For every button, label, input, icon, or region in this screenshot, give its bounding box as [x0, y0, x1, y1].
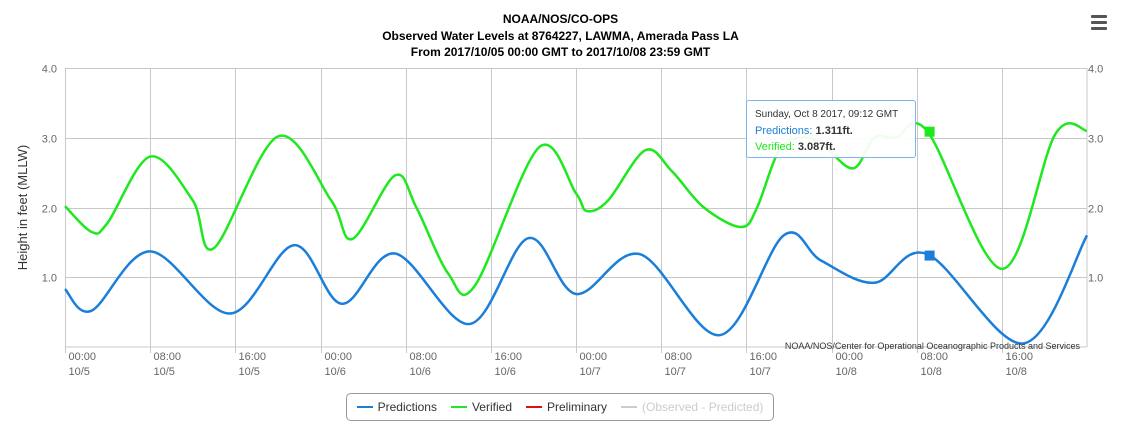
- x-tick-label-time: 00:00: [836, 351, 864, 363]
- x-tick-label-time: 00:00: [69, 351, 97, 363]
- hover-markers: [924, 126, 935, 261]
- legend-label-predictions: Predictions: [377, 400, 437, 414]
- menu-bar-icon: [1091, 15, 1107, 18]
- y-tick-label-right: 3.0: [1088, 134, 1103, 146]
- x-tick-label-date: 10/6: [325, 366, 346, 378]
- menu-bar-icon: [1091, 27, 1107, 30]
- chart-menu-button[interactable]: [1088, 12, 1110, 32]
- chart-title-line-3: From 2017/10/05 00:00 GMT to 2017/10/08 …: [410, 45, 711, 59]
- x-tick-label-time: 00:00: [325, 351, 353, 363]
- x-tick-label-date: 10/5: [239, 366, 260, 378]
- x-tick-label-time: 16:00: [495, 351, 523, 363]
- y-tick-label-right: 2.0: [1088, 204, 1103, 216]
- x-tick-label-time: 16:00: [1006, 351, 1034, 363]
- x-tick-label-date: 10/7: [665, 366, 686, 378]
- tooltip-verified-label: Verified:: [755, 141, 795, 153]
- y-tick-label-right: 4.0: [1088, 64, 1103, 76]
- x-tick-label-date: 10/8: [836, 366, 857, 378]
- series-line-predictions: [64, 231, 1089, 345]
- y-tick-label-left: 2.0: [42, 204, 57, 216]
- menu-bar-icon: [1091, 21, 1107, 24]
- x-tick-label-date: 10/7: [580, 366, 601, 378]
- x-tick-label-date: 10/7: [750, 366, 771, 378]
- hover-marker-verified: [924, 126, 935, 137]
- credit-text: NOAA/NOS/Center for Operational Oceanogr…: [785, 341, 1081, 351]
- grid-lines: [65, 68, 1088, 353]
- legend-item-preliminary[interactable]: Preliminary: [526, 400, 607, 414]
- tooltip-predictions-value: 1.311ft.: [815, 125, 853, 137]
- legend-item-verified[interactable]: Verified: [450, 400, 512, 414]
- legend-label-observed-minus-predicted: (Observed - Predicted): [642, 400, 764, 414]
- y-tick-label-left: 4.0: [42, 64, 57, 76]
- x-tick-label-time: 08:00: [154, 351, 182, 363]
- tooltip-header: Sunday, Oct 8 2017, 09:12 GMT: [755, 109, 899, 120]
- legend-swatch-observed-minus-predicted: [621, 406, 638, 408]
- x-tick-label-time: 08:00: [665, 351, 693, 363]
- hover-tooltip: Sunday, Oct 8 2017, 09:12 GMT Prediction…: [746, 100, 916, 158]
- legend-label-preliminary: Preliminary: [547, 400, 608, 414]
- y-tick-label-left: 3.0: [42, 134, 57, 146]
- legend-label-verified: Verified: [471, 400, 512, 414]
- x-tick-label-time: 00:00: [580, 351, 608, 363]
- chart-legend: Predictions Verified Preliminary (Observ…: [346, 393, 774, 421]
- legend-swatch-verified: [450, 406, 467, 408]
- x-tick-label-date: 10/6: [495, 366, 516, 378]
- hover-marker-predictions: [924, 250, 935, 261]
- x-tick-label-time: 16:00: [239, 351, 267, 363]
- y-axis-title: Height in feet (MLLW): [15, 145, 30, 270]
- y-tick-label-right: 1.0: [1088, 273, 1103, 285]
- legend-swatch-predictions: [356, 406, 373, 408]
- legend-swatch-preliminary: [526, 406, 542, 408]
- legend-item-predictions[interactable]: Predictions: [356, 400, 437, 414]
- axes: 1.0 1.0 2.0 2.0 3.0 3.0 4.0 4.0 00:00 10/5 08:00 10…: [42, 64, 1104, 379]
- x-tick-label-time: 08:00: [921, 351, 949, 363]
- x-tick-label-date: 10/8: [921, 366, 942, 378]
- chart-title-line-1: NOAA/NOS/CO-OPS: [502, 12, 619, 26]
- x-tick-label-date: 10/5: [154, 366, 175, 378]
- x-tick-label-time: 16:00: [750, 351, 778, 363]
- chart-title-line-2: Observed Water Levels at 8764227, LAWMA,…: [382, 29, 739, 43]
- x-tick-label-date: 10/6: [410, 366, 431, 378]
- x-tick-label-date: 10/5: [69, 366, 90, 378]
- x-tick-label-time: 08:00: [410, 351, 438, 363]
- legend-item-observed-minus-predicted[interactable]: (Observed - Predicted): [621, 400, 763, 414]
- tooltip-predictions-label: Predictions:: [755, 125, 813, 137]
- y-tick-label-left: 1.0: [42, 273, 57, 285]
- x-tick-label-date: 10/8: [1006, 366, 1027, 378]
- tooltip-verified-value: 3.087ft.: [797, 141, 836, 153]
